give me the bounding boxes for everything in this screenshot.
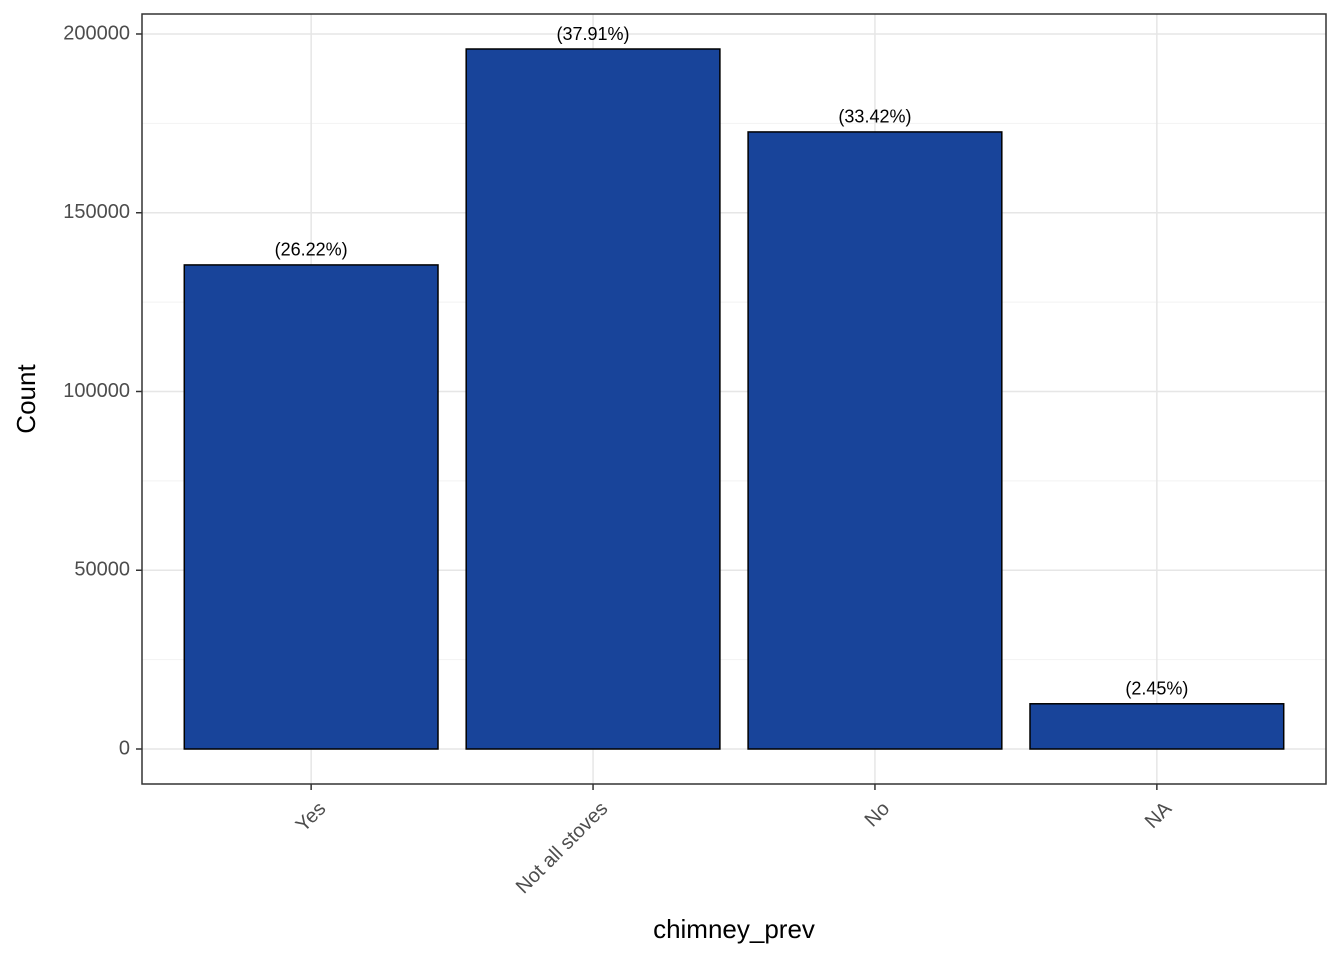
bar [183, 264, 439, 750]
bar-annotation: (37.91%) [557, 24, 630, 44]
bar [465, 48, 721, 750]
y-tick-label: 0 [119, 737, 130, 759]
bar-annotation: (33.42%) [838, 107, 911, 127]
y-tick-label: 50000 [74, 559, 130, 581]
bar-annotation: (26.22%) [275, 240, 348, 260]
bar [1029, 703, 1285, 750]
bar-annotation: (2.45%) [1125, 679, 1188, 699]
panel-border [141, 13, 1327, 785]
y-axis-title: Count [11, 364, 41, 434]
bar [747, 131, 1003, 750]
y-tick-label: 150000 [63, 201, 130, 223]
x-axis-title: chimney_prev [653, 914, 815, 944]
y-tick-label: 100000 [63, 380, 130, 402]
y-tick-label: 200000 [63, 22, 130, 44]
